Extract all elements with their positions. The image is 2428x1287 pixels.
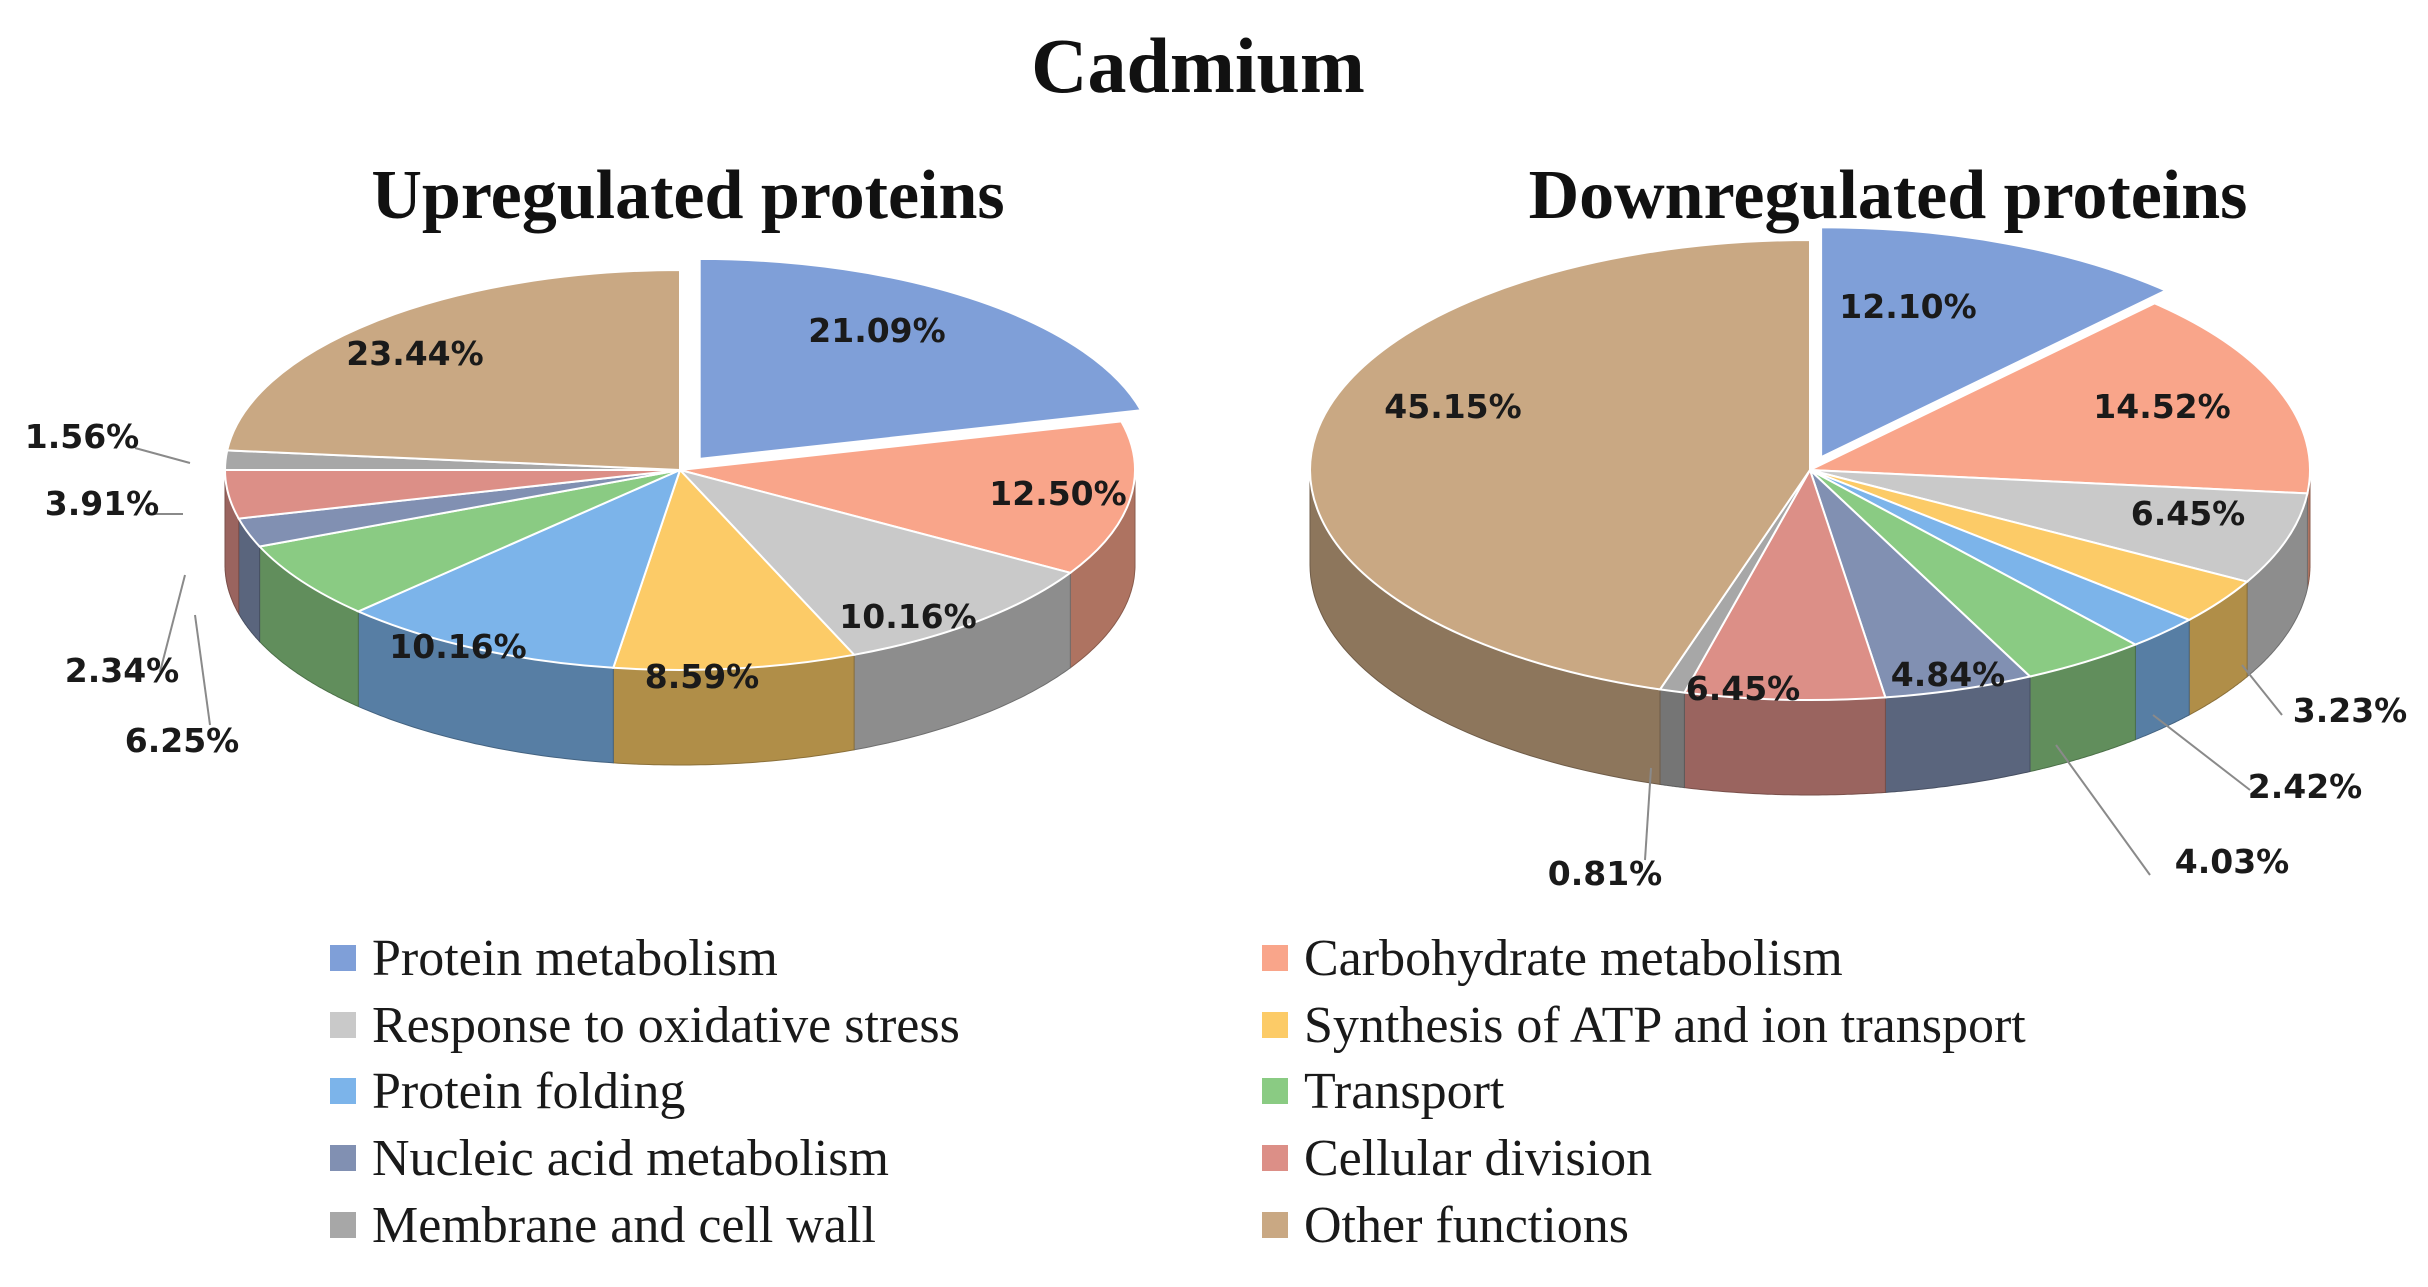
pie-down-leader-line <box>1644 767 1652 861</box>
legend-item-membrane-and-cell-wall: Membrane and cell wall <box>330 1197 876 1254</box>
pie-up-label-nucleic-acid-metabolism: 2.34% <box>65 651 180 690</box>
legend-swatch <box>330 1012 356 1038</box>
legend-label: Protein metabolism <box>372 930 778 987</box>
pie-up-slice-protein-folding <box>355 468 682 669</box>
pie-up-label-cellular-division: 3.91% <box>45 484 160 523</box>
legend-swatch <box>330 1212 356 1238</box>
pie-chart-downregulated: 12.10% 14.52% 6.45% 3.23% 2.42% 4.03% 4.84% 6.4… <box>1309 226 2408 893</box>
legend-label: Other functions <box>1304 1197 1629 1254</box>
legend-label: Carbohydrate metabolism <box>1304 930 1843 987</box>
legend-item-transport: Transport <box>1262 1063 1505 1120</box>
pie-down-slice-response-to-oxidative-stress <box>1809 469 2309 583</box>
legend: Protein metabolism Carbohydrate metabolis… <box>330 930 2026 1254</box>
pie-down-label-carbohydrate-metabolism: 14.52% <box>2093 387 2230 426</box>
pie-down-label-response-to-oxidative-stress: 6.45% <box>2131 494 2246 533</box>
pie-up-label-protein-metabolism: 21.09% <box>808 311 945 350</box>
pie-down-slice-other-functions <box>1309 238 1811 691</box>
pie-up-slice-other-functions <box>225 268 681 472</box>
legend-swatch <box>1262 1078 1288 1104</box>
legend-item-protein-metabolism: Protein metabolism <box>330 930 778 987</box>
pie-title-upregulated: Upregulated proteins <box>371 157 1004 234</box>
legend-label: Membrane and cell wall <box>372 1197 876 1254</box>
pie-down-label-synthesis-of-atp-and-ion-transport: 3.23% <box>2293 691 2408 730</box>
pie-up-label-synthesis-of-atp-and-ion-transport: 8.59% <box>645 657 760 696</box>
pie-up-label-response-to-oxidative-stress: 10.16% <box>839 597 976 636</box>
legend-item-response-to-oxidative-stress: Response to oxidative stress <box>330 997 960 1054</box>
legend-item-protein-folding: Protein folding <box>330 1063 685 1120</box>
pie-down-label-other-functions: 45.15% <box>1384 387 1521 426</box>
pie-down-leader-line <box>2241 664 2283 716</box>
pie-down-label-protein-folding: 2.42% <box>2248 767 2363 806</box>
legend-item-carbohydrate-metabolism: Carbohydrate metabolism <box>1262 930 1843 987</box>
pie-up-label-other-functions: 23.44% <box>346 334 483 373</box>
pie-down-slice-carbohydrate-metabolism <box>1809 302 2311 495</box>
pie-up-label-carbohydrate-metabolism: 12.50% <box>989 474 1126 513</box>
legend-swatch <box>330 945 356 971</box>
legend-swatch <box>1262 1145 1288 1171</box>
legend-item-cellular-division: Cellular division <box>1262 1130 1652 1187</box>
pie-down-slice-cellular-division <box>1682 467 1887 702</box>
pie-down-slice-protein-metabolism <box>1820 226 2169 459</box>
legend-swatch <box>1262 1012 1288 1038</box>
pie-up-label-membrane-and-cell-wall: 1.56% <box>25 417 140 456</box>
pie-down-label-membrane-and-cell-wall: 0.81% <box>1548 854 1663 893</box>
pie-down-wall-membrane-and-cell-wall <box>1659 688 1685 789</box>
legend-label: Response to oxidative stress <box>372 997 960 1054</box>
figure-title: Cadmium <box>1031 22 1365 109</box>
pie-down-label-protein-metabolism: 12.10% <box>1839 287 1976 326</box>
pie-title-downregulated: Downregulated proteins <box>1529 157 2248 234</box>
legend-item-nucleic-acid-metabolism: Nucleic acid metabolism <box>330 1130 889 1187</box>
pie-up-slice-protein-metabolism <box>698 257 1143 461</box>
pie-up-slice-synthesis-of-atp-and-ion-transport <box>611 468 857 671</box>
pie-up-leader-line <box>194 614 211 726</box>
pie-up-slice-response-to-oxidative-stress <box>676 468 1073 656</box>
pie-down-leader-line <box>2152 714 2251 791</box>
pie-up-slice-carbohydrate-metabolism <box>679 420 1136 574</box>
legend-label: Nucleic acid metabolism <box>372 1130 889 1187</box>
pie-down-label-nucleic-acid-metabolism: 4.84% <box>1891 655 2006 694</box>
pie-down-leader-line <box>2055 744 2151 876</box>
pie-up-label-protein-folding: 10.16% <box>389 627 526 666</box>
pie-down-slice-nucleic-acid-metabolism <box>1809 469 2033 699</box>
pie-chart-upregulated: 21.09% 12.50% 10.16% 8.59% 10.16% 6.25% 2.34% 3… <box>25 257 1143 766</box>
legend-swatch <box>1262 945 1288 971</box>
legend-swatch <box>1262 1212 1288 1238</box>
pie-up-slice-transport <box>257 469 681 613</box>
legend-label: Cellular division <box>1304 1130 1652 1187</box>
pie-up-label-transport: 6.25% <box>125 721 240 760</box>
legend-label: Transport <box>1304 1063 1505 1120</box>
legend-label: Synthesis of ATP and ion transport <box>1304 997 2026 1054</box>
legend-swatch <box>330 1145 356 1171</box>
pie-down-label-cellular-division: 6.45% <box>1686 669 1801 708</box>
pie-up-leader-line <box>134 447 191 464</box>
pie-down-label-transport: 4.03% <box>2175 842 2290 881</box>
legend-label: Protein folding <box>372 1063 685 1120</box>
legend-item-other-functions: Other functions <box>1262 1197 1629 1254</box>
legend-swatch <box>330 1078 356 1104</box>
legend-item-synthesis-of-atp-and-ion-transport: Synthesis of ATP and ion transport <box>1262 997 2026 1054</box>
pie-up-leader-line <box>159 574 186 673</box>
